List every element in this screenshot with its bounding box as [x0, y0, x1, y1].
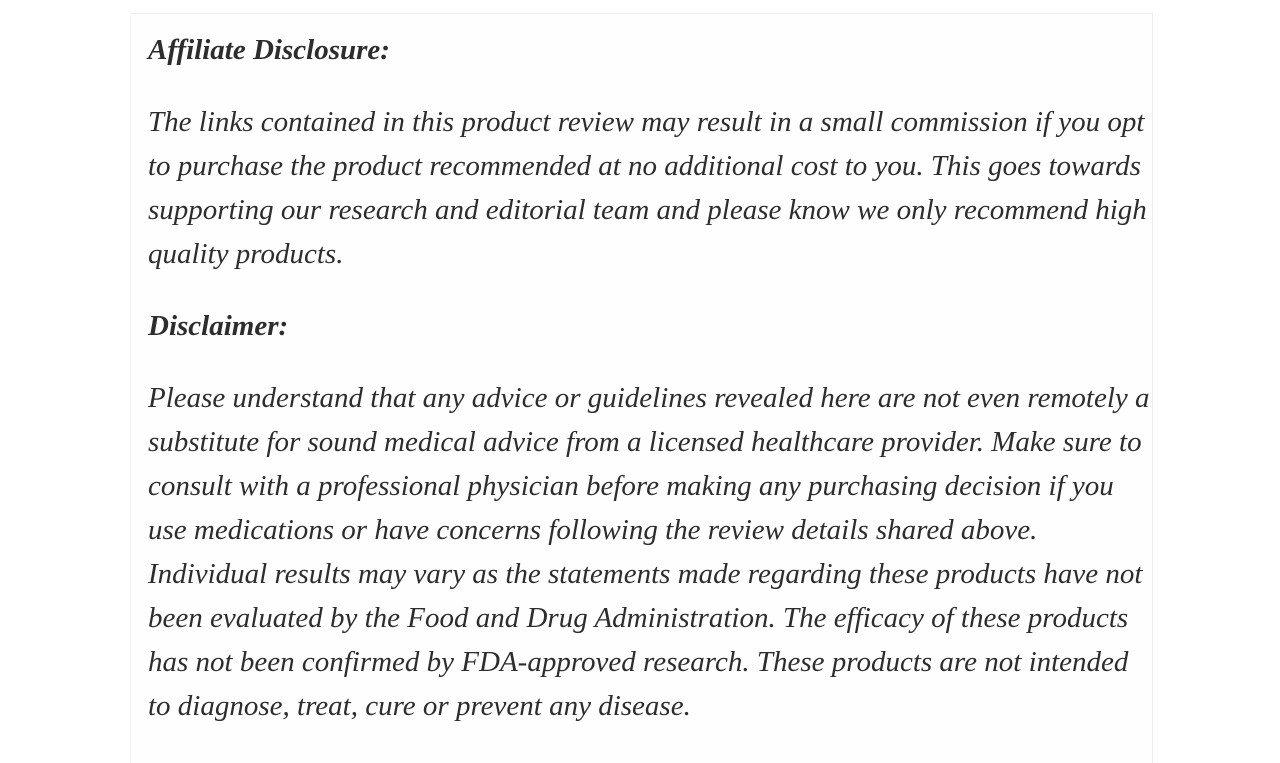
- affiliate-disclosure-paragraph: The links contained in this product revi…: [148, 106, 1147, 270]
- article-body: Affiliate Disclosure: The links containe…: [148, 28, 1152, 728]
- affiliate-disclosure-heading: Affiliate Disclosure:: [148, 34, 390, 66]
- disclaimer-paragraph: Please understand that any advice or gui…: [148, 382, 1150, 722]
- disclaimer-heading: Disclaimer:: [148, 310, 289, 342]
- article-card: Affiliate Disclosure: The links containe…: [130, 13, 1153, 763]
